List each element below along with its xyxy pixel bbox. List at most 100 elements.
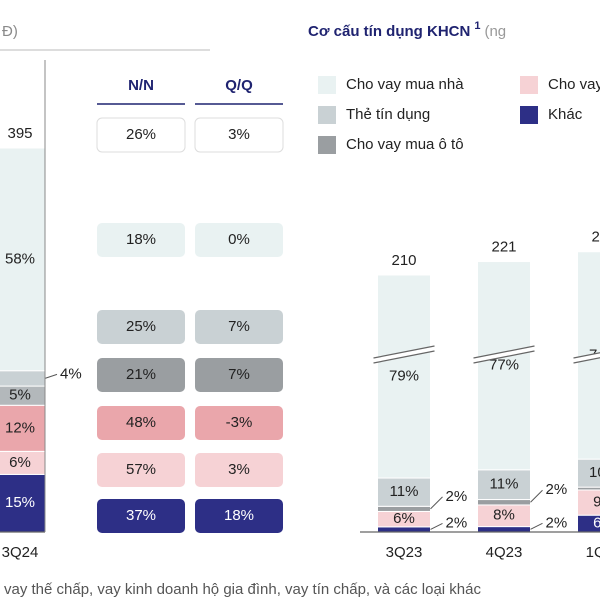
axis-break-line: [373, 345, 435, 359]
axis-break-line: [573, 357, 600, 364]
x-tick-label: 3Q24: [2, 544, 39, 561]
value-label: 12%: [5, 419, 35, 436]
value-label: 2%: [546, 481, 568, 498]
bar-segment: [577, 486, 600, 491]
legend-label: Cho vay mua ô tô: [346, 136, 464, 153]
callout-line: [430, 522, 443, 530]
table-cell-text: 3%: [228, 126, 250, 143]
table-cell: [195, 453, 283, 487]
bar-segment: [0, 370, 46, 387]
bar-segment: [577, 458, 600, 488]
bar-segment: [477, 499, 531, 506]
table-cell: [195, 406, 283, 440]
value-label: 11%: [390, 483, 419, 500]
value-label: 2%: [546, 514, 568, 531]
table-cell-text: 3%: [228, 461, 250, 478]
value-label: 10%: [589, 464, 600, 481]
x-tick-label: 3Q23: [386, 544, 423, 561]
left-title: Đ): [2, 23, 18, 40]
table-cell-text: -3%: [226, 414, 253, 431]
legend-label: Cho vay: [548, 76, 600, 93]
table-cell: [97, 499, 185, 533]
bar-segment: [377, 274, 431, 479]
table-cell: [194, 117, 284, 153]
value-label: 4%: [60, 365, 82, 382]
total-label: 210: [391, 252, 416, 269]
table-cell-text: 21%: [126, 366, 156, 383]
subtitle: (ng: [484, 23, 506, 40]
value-label: 2%: [446, 514, 468, 531]
table-cell: [97, 358, 185, 392]
value-label: 9%: [593, 494, 600, 511]
table-cell-text: 25%: [126, 318, 156, 335]
x-tick-label: 1Q24: [586, 544, 600, 561]
title-text: Cơ cấu tín dụng KHCN: [308, 23, 470, 40]
legend-swatch: [318, 76, 336, 94]
table-cell: [195, 310, 283, 344]
bar-segment: [577, 514, 600, 533]
callout-line: [430, 496, 443, 510]
axis-break: [373, 346, 435, 363]
bar-segment: [477, 526, 531, 533]
total-label: 229: [591, 229, 600, 246]
bar-segment: [477, 469, 531, 501]
table-cell: [195, 499, 283, 533]
legend-label: Thẻ tín dụng: [346, 106, 430, 123]
table-cell: [97, 223, 185, 257]
callout-line: [530, 522, 543, 530]
x-tick-label: 4Q23: [486, 544, 523, 561]
axis-break-line: [373, 350, 435, 364]
table-cell: [97, 406, 185, 440]
legend-label: Cho vay mua nhà: [346, 76, 464, 93]
table-cell: [96, 117, 186, 153]
footnote: vay thế chấp, vay kinh doanh hộ gia đình…: [4, 581, 481, 598]
value-label: 15%: [5, 494, 35, 511]
table-cell: [97, 453, 185, 487]
table-cell-text: 7%: [228, 318, 250, 335]
value-label: 6%: [593, 515, 600, 532]
value-label: 8%: [493, 507, 515, 524]
table-cell: [195, 223, 283, 257]
table-cell-text: 7%: [228, 366, 250, 383]
table-cell-text: 37%: [126, 507, 156, 524]
axis-break: [573, 352, 600, 363]
axis-break-line: [473, 345, 535, 359]
legend-swatch: [520, 76, 538, 94]
table-header: N/N: [128, 77, 154, 94]
legend-swatch: [318, 136, 336, 154]
table-cell-text: 48%: [126, 414, 156, 431]
table-cell-text: 26%: [126, 126, 156, 143]
table-header: Q/Q: [225, 77, 253, 94]
total-label: 221: [491, 239, 516, 256]
table-cell-text: 57%: [126, 461, 156, 478]
value-label: 11%: [490, 476, 519, 493]
table-cell-text: 18%: [126, 231, 156, 248]
value-label: 6%: [393, 510, 415, 527]
value-label: 2%: [446, 488, 468, 505]
axis-break: [473, 346, 535, 363]
value-label: 6%: [9, 454, 31, 471]
callout-line: [44, 373, 58, 379]
axis-break-line: [473, 350, 535, 364]
value-label: 5%: [9, 387, 31, 404]
legend-swatch: [318, 106, 336, 124]
legend-swatch: [520, 106, 538, 124]
table-cell: [97, 310, 185, 344]
bar-segment: [377, 505, 431, 512]
legend-label: Khác: [548, 106, 583, 123]
total-label: 395: [7, 125, 32, 142]
callout-line: [530, 489, 543, 503]
title-note: 1: [474, 20, 480, 32]
bar-segment: [377, 477, 431, 507]
table-cell-text: 18%: [224, 507, 254, 524]
chart-title: Cơ cấu tín dụng KHCN 1 (ng: [308, 20, 506, 40]
axis-break-line: [573, 352, 600, 359]
value-label: 79%: [389, 367, 419, 384]
bar-segment: [377, 526, 431, 533]
table-cell-text: 0%: [228, 231, 250, 248]
bar-segment: [477, 261, 531, 471]
value-label: 58%: [5, 250, 35, 267]
value-label: 77%: [489, 357, 519, 374]
bar-segment: [577, 489, 600, 516]
